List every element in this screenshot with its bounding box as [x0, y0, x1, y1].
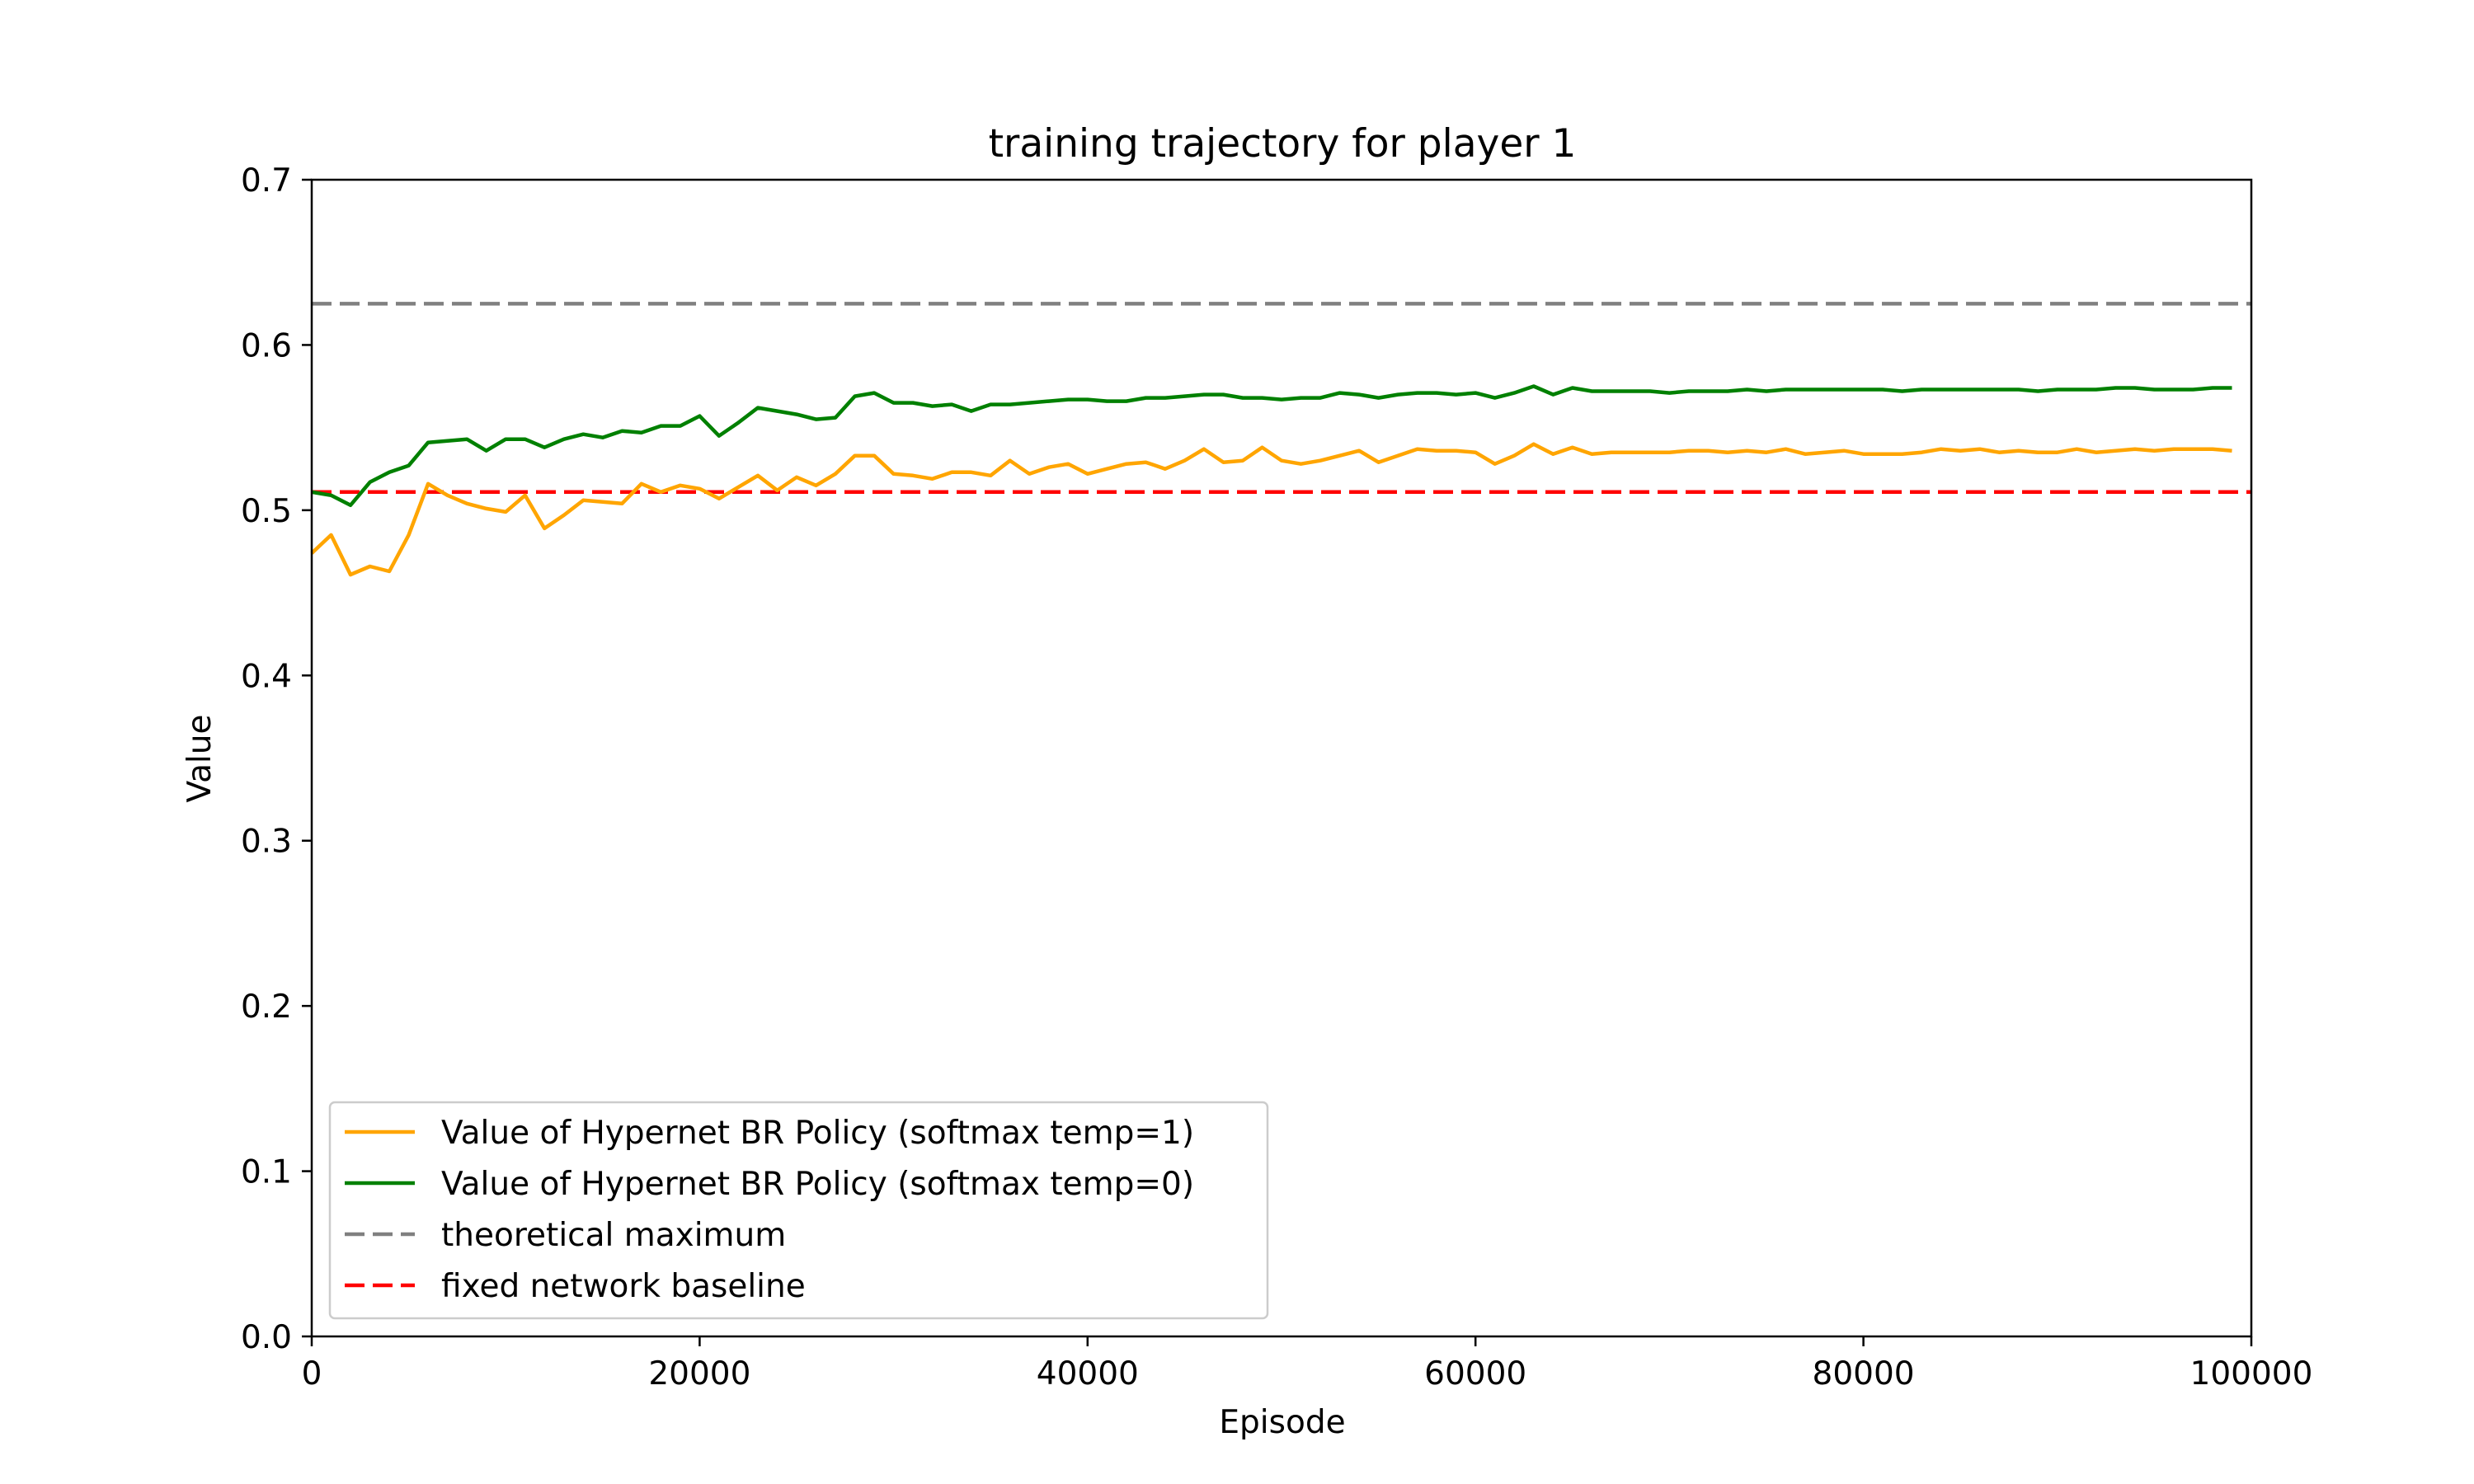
x-tick-label: 80000 — [1813, 1355, 1915, 1392]
chart-title: training trajectory for player 1 — [989, 121, 1577, 167]
plot-area — [310, 302, 2251, 577]
series-line-temp0 — [311, 384, 2232, 508]
legend-item-temp1: Value of Hypernet BR Policy (softmax tem… — [345, 1115, 1194, 1152]
series-line-temp1 — [310, 442, 2232, 577]
x-tick-label: 100000 — [2190, 1355, 2313, 1392]
y-tick-label: 0.5 — [241, 493, 292, 530]
legend-item-theoretical-maximum: theoretical maximum — [345, 1217, 786, 1254]
y-tick-label: 0.7 — [241, 162, 292, 200]
legend-item-fixed-network-baseline: fixed network baseline — [345, 1268, 806, 1305]
legend-item-temp0: Value of Hypernet BR Policy (softmax tem… — [345, 1166, 1194, 1203]
y-tick-label: 0.0 — [241, 1319, 292, 1356]
x-axis: 0 20000 40000 60000 80000 100000 — [302, 1336, 2313, 1392]
legend-label: theoretical maximum — [441, 1217, 786, 1254]
y-axis-title: Value — [181, 714, 219, 802]
y-tick-label: 0.3 — [241, 824, 292, 861]
x-tick-label: 0 — [302, 1355, 322, 1392]
y-tick-label: 0.2 — [241, 989, 292, 1026]
legend-label: fixed network baseline — [441, 1268, 806, 1305]
y-tick-label: 0.6 — [241, 327, 292, 364]
x-tick-label: 20000 — [648, 1355, 750, 1392]
x-tick-label: 40000 — [1037, 1355, 1139, 1392]
plot-frame — [310, 178, 2253, 1338]
legend-label: Value of Hypernet BR Policy (softmax tem… — [441, 1166, 1194, 1203]
y-tick-label: 0.4 — [241, 658, 292, 695]
y-axis: 0.0 0.1 0.2 0.3 0.4 0.5 0.6 0.7 — [241, 162, 312, 1356]
legend: Value of Hypernet BR Policy (softmax tem… — [328, 1101, 1269, 1320]
x-tick-label: 60000 — [1424, 1355, 1526, 1392]
x-axis-title: Episode — [1219, 1404, 1345, 1441]
legend-box — [328, 1101, 1269, 1320]
legend-label: Value of Hypernet BR Policy (softmax tem… — [441, 1115, 1194, 1152]
y-tick-label: 0.1 — [241, 1154, 292, 1191]
